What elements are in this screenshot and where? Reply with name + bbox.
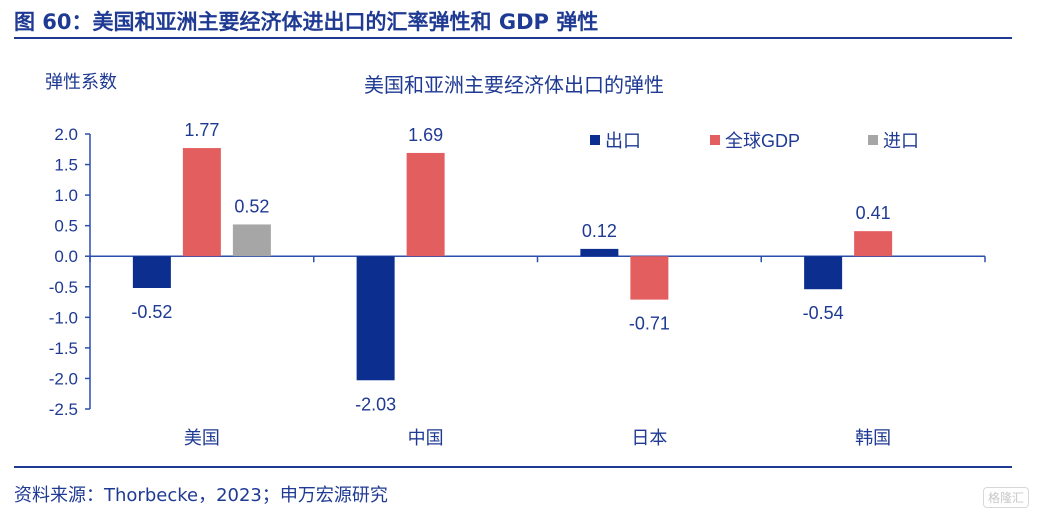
chart-title: 美国和亚洲主要经济体出口的弹性 (364, 74, 664, 97)
y-tick-label: -0.5 (49, 278, 78, 297)
data-label: -0.54 (803, 303, 844, 323)
legend-label: 出口 (605, 131, 641, 151)
y-tick-label: 2.0 (54, 125, 78, 144)
y-tick-label: -1.5 (49, 339, 78, 358)
bar-进口 (232, 224, 271, 257)
legend-label: 进口 (883, 131, 919, 151)
legend-swatch-出口 (590, 135, 600, 145)
figure-title: 图 60：美国和亚洲主要经济体进出口的汇率弹性和 GDP 弹性 (14, 10, 599, 34)
y-tick-label: -1.0 (49, 308, 78, 327)
title-rule (14, 37, 1012, 39)
data-label: 1.77 (184, 120, 219, 140)
x-category-label: 日本 (631, 428, 667, 448)
watermark-logo: 格隆汇 (982, 487, 1029, 508)
data-label: -0.52 (131, 302, 172, 322)
x-category-label: 美国 (184, 428, 220, 448)
y-tick-label: -2.0 (49, 369, 78, 388)
y-tick-label: -2.5 (49, 400, 78, 419)
data-label: 1.69 (408, 125, 443, 145)
data-label: 0.41 (856, 203, 891, 223)
bar-全球GDP (406, 152, 445, 257)
bar-全球GDP (182, 148, 221, 257)
legend-swatch-进口 (868, 135, 878, 145)
source-note: 资料来源：Thorbecke，2023；申万宏源研究 (14, 485, 388, 506)
y-tick-label: 1.5 (54, 156, 78, 175)
y-axis-title: 弹性系数 (45, 72, 117, 92)
y-tick-label: 1.0 (54, 186, 78, 205)
x-category-label: 韩国 (855, 428, 891, 448)
bar-出口 (356, 256, 395, 381)
source-rule (14, 466, 1012, 468)
legend-label: 全球GDP (725, 131, 800, 151)
bar-全球GDP (630, 256, 669, 300)
data-label: -0.71 (629, 314, 670, 334)
legend-swatch-全球GDP (710, 135, 720, 145)
bar-出口 (132, 256, 171, 288)
x-category-label: 中国 (408, 428, 444, 448)
bar-全球GDP (854, 231, 893, 257)
y-tick-label: 0.5 (54, 217, 78, 236)
data-label: 0.52 (234, 196, 269, 216)
y-tick-label: 0.0 (54, 247, 78, 266)
data-label: -2.03 (355, 394, 396, 414)
bar-出口 (580, 248, 619, 257)
data-label: 0.12 (582, 221, 617, 241)
bar-出口 (804, 256, 843, 290)
